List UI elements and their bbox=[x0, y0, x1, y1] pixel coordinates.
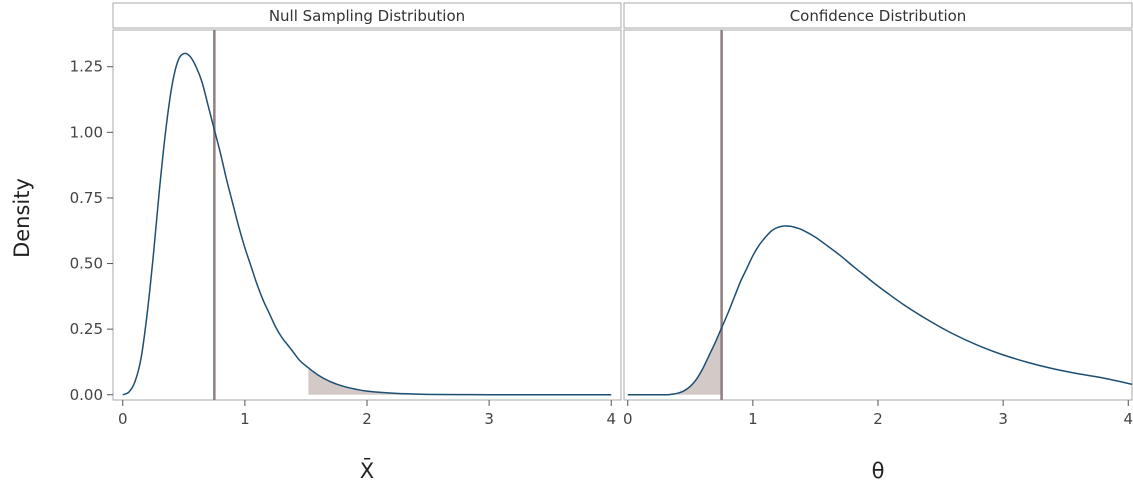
y-tick-label: 1.00 bbox=[70, 123, 103, 141]
shaded-area bbox=[308, 367, 612, 395]
x-tick-label: 2 bbox=[873, 410, 883, 428]
y-axis-title: Density bbox=[10, 178, 34, 258]
x-tick-label: 1 bbox=[748, 410, 758, 428]
panel-confidence-frame bbox=[623, 29, 1133, 401]
x-tick-label: 3 bbox=[484, 410, 494, 428]
x-tick-label: 4 bbox=[1123, 410, 1133, 428]
strip-confidence bbox=[623, 2, 1133, 29]
x-tick-label: 2 bbox=[362, 410, 372, 428]
y-tick-label: 0.75 bbox=[70, 189, 103, 207]
x-tick-label: 1 bbox=[240, 410, 250, 428]
x-axis-title-confidence: θ bbox=[872, 459, 885, 483]
density-curve bbox=[122, 52, 612, 396]
x-tick-label: 4 bbox=[606, 410, 616, 428]
y-tick-label: 0.25 bbox=[70, 320, 103, 338]
x-axis-confidence: 0 1 2 3 4 bbox=[623, 400, 1133, 428]
y-axis: 0.00 0.25 0.50 0.75 1.00 1.25 bbox=[70, 58, 113, 404]
strip-confidence-title: Confidence Distribution bbox=[790, 7, 967, 25]
strip-null bbox=[112, 2, 622, 29]
x-axis-title-null: X̄ bbox=[360, 458, 374, 483]
x-tick-label: 0 bbox=[623, 410, 633, 428]
shaded-area bbox=[665, 327, 722, 395]
panel-null-plot bbox=[122, 30, 612, 400]
y-tick-label: 1.25 bbox=[70, 58, 103, 76]
y-tick-label: 0.50 bbox=[70, 255, 103, 273]
density-curve bbox=[627, 225, 1133, 396]
strip-null-title: Null Sampling Distribution bbox=[269, 7, 465, 25]
x-tick-label: 3 bbox=[998, 410, 1008, 428]
panel-null-frame bbox=[112, 29, 622, 401]
y-tick-label: 0.00 bbox=[70, 386, 103, 404]
x-tick-label: 0 bbox=[118, 410, 128, 428]
x-axis-null: 0 1 2 3 4 bbox=[118, 400, 616, 428]
panel-confidence-plot bbox=[627, 30, 1133, 400]
